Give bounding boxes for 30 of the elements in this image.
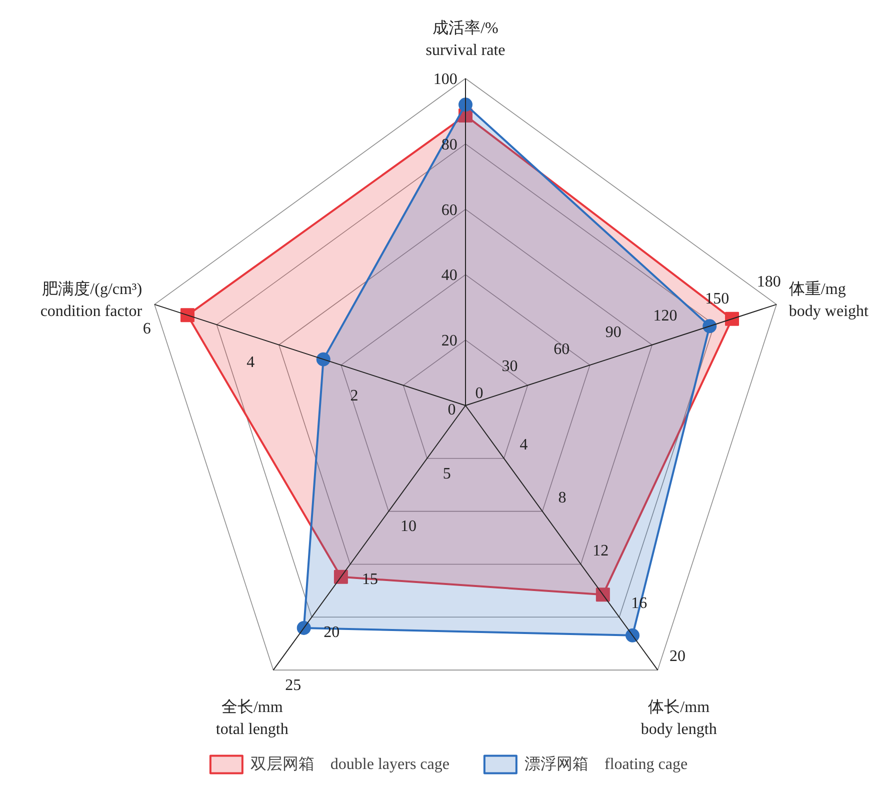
text: 20	[441, 332, 458, 350]
text: 0	[475, 384, 484, 402]
spoke-label: 全长/mm total length	[216, 698, 288, 738]
text: 4	[246, 354, 255, 371]
text: 40	[441, 267, 458, 284]
text: 5	[442, 465, 451, 482]
spoke-label: 成活率/% survival rate	[426, 18, 506, 59]
legend-label: 双层网箱 double layers cage	[250, 754, 450, 774]
text: 60	[554, 340, 570, 358]
text: 120	[653, 307, 678, 324]
text: 2	[350, 388, 358, 405]
spoke-label: 体重/mg body weight	[788, 280, 870, 320]
legend-label: 漂浮网箱 floating cage	[524, 754, 688, 774]
text: 60	[441, 202, 458, 219]
text: 25	[285, 676, 302, 694]
text: 150	[705, 290, 730, 308]
text: 4	[520, 436, 528, 454]
text: 30	[502, 358, 518, 375]
spoke-label: 肥满度/(g/cm³) condition factor	[40, 280, 143, 320]
text: 100	[433, 71, 458, 88]
text: 12	[592, 542, 609, 560]
text: 80	[441, 136, 458, 154]
text: 20	[670, 648, 686, 666]
text: 10	[400, 518, 416, 536]
text: 8	[558, 489, 566, 506]
spoke-label: 体长/mm body length	[640, 698, 717, 738]
text: 6	[142, 320, 151, 338]
text: 180	[756, 274, 781, 291]
text: 0	[448, 401, 456, 418]
text: 90	[605, 324, 622, 342]
